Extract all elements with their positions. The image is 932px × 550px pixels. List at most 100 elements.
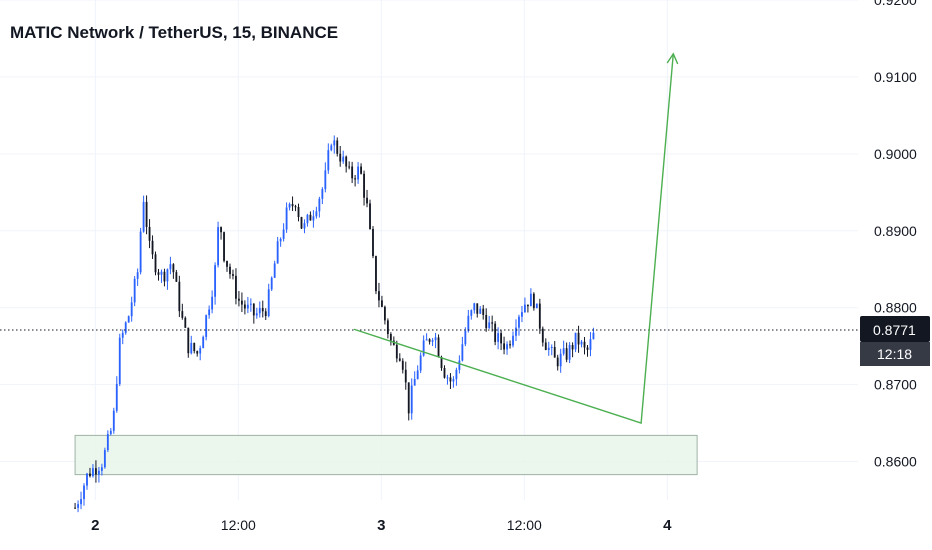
candle-body xyxy=(100,467,103,471)
candle-body xyxy=(217,227,219,266)
candle-body xyxy=(321,189,324,199)
candle-body xyxy=(559,353,562,367)
candle-body xyxy=(202,336,205,349)
candle-body xyxy=(354,178,357,180)
candles xyxy=(74,135,595,513)
candle-body xyxy=(345,156,348,167)
candle-body xyxy=(434,337,437,341)
candle-body xyxy=(294,206,297,208)
candle-body xyxy=(327,150,330,171)
candle-body xyxy=(401,360,404,370)
candle-body xyxy=(270,277,273,290)
candle-body xyxy=(318,198,321,212)
candle-body xyxy=(452,379,455,382)
candle-body xyxy=(553,347,556,358)
candle-body xyxy=(386,320,389,335)
candle-body xyxy=(372,229,374,257)
price-badge-value: 0.8771 xyxy=(873,322,916,338)
candle-body xyxy=(422,340,425,356)
candle-body xyxy=(330,145,333,151)
candle-body xyxy=(297,207,300,218)
candle-body xyxy=(580,341,583,345)
candle-body xyxy=(518,316,520,328)
candle-body xyxy=(187,327,190,354)
candle-body xyxy=(547,347,550,350)
x-tick-label: 3 xyxy=(377,517,385,534)
y-tick-label: 0.9000 xyxy=(874,146,917,162)
candle-body xyxy=(574,332,577,350)
candle-body xyxy=(267,289,270,317)
candle-body xyxy=(568,344,571,360)
candle-body xyxy=(255,313,258,316)
candle-body xyxy=(211,296,214,310)
candle-body xyxy=(482,308,485,315)
y-tick-label: 0.9100 xyxy=(874,69,917,85)
candle-body xyxy=(535,303,538,309)
candle-body xyxy=(130,302,133,317)
candle-body xyxy=(306,214,309,224)
candle-body xyxy=(485,314,488,329)
candle-body xyxy=(419,355,422,371)
candle-body xyxy=(160,271,163,275)
candle-body xyxy=(383,306,386,321)
candle-body xyxy=(381,300,383,307)
candle-body xyxy=(449,377,452,382)
candle-body xyxy=(243,304,246,309)
candle-body xyxy=(246,304,249,309)
x-tick-label: 12:00 xyxy=(221,517,256,533)
candle-body xyxy=(261,308,264,312)
projection-path xyxy=(353,53,674,425)
candle-body xyxy=(497,333,500,342)
candle-body xyxy=(151,240,154,255)
candle-body xyxy=(592,332,595,340)
candle-body xyxy=(166,269,169,282)
candle-body xyxy=(226,260,228,267)
candle-body xyxy=(562,348,565,354)
projection-arrowhead xyxy=(666,52,679,65)
candle-body xyxy=(223,232,225,261)
candle-body xyxy=(488,322,491,329)
price-badge-timer-bg xyxy=(860,342,930,366)
candle-body xyxy=(95,468,97,475)
candle-body xyxy=(470,310,473,316)
candle-body xyxy=(229,266,231,275)
candle-body xyxy=(363,173,365,198)
candle-body xyxy=(541,328,544,343)
candle-body xyxy=(378,291,380,301)
candle-body xyxy=(544,342,547,350)
candle-body xyxy=(583,341,586,348)
candle-body xyxy=(300,217,303,229)
candle-body xyxy=(145,201,148,227)
chart-title: MATIC Network / TetherUS, 15, BINANCE xyxy=(10,23,338,42)
candle-body xyxy=(133,278,136,303)
candle-body xyxy=(467,315,470,331)
projection-layer xyxy=(353,52,679,425)
candle-body xyxy=(89,473,91,477)
candle-body xyxy=(199,348,202,354)
candle-body xyxy=(121,332,124,338)
candle-body xyxy=(77,504,79,508)
candle-body xyxy=(389,334,392,341)
candle-body xyxy=(169,264,172,270)
candle-body xyxy=(157,272,160,275)
candle-body xyxy=(74,507,76,509)
candle-body xyxy=(312,216,315,221)
x-tick-label: 12:00 xyxy=(507,517,542,533)
candle-body xyxy=(521,312,523,317)
candle-body xyxy=(172,264,175,273)
candle-body xyxy=(461,344,464,361)
candle-body xyxy=(464,330,467,345)
candle-body xyxy=(109,430,112,435)
axes: 0.8600 0.8700 0.8800 0.8900 0.9000 0.9100 0.92… xyxy=(91,0,930,534)
candle-body xyxy=(506,344,508,350)
candle-body xyxy=(232,274,234,276)
candle-body xyxy=(124,322,127,333)
candle-body xyxy=(291,204,294,207)
candle-body xyxy=(282,229,285,239)
candle-body xyxy=(443,368,446,378)
candle-body xyxy=(351,166,354,179)
candle-body xyxy=(118,337,121,385)
candle-body xyxy=(127,316,130,323)
candle-body xyxy=(324,170,327,190)
candle-body xyxy=(404,369,407,383)
